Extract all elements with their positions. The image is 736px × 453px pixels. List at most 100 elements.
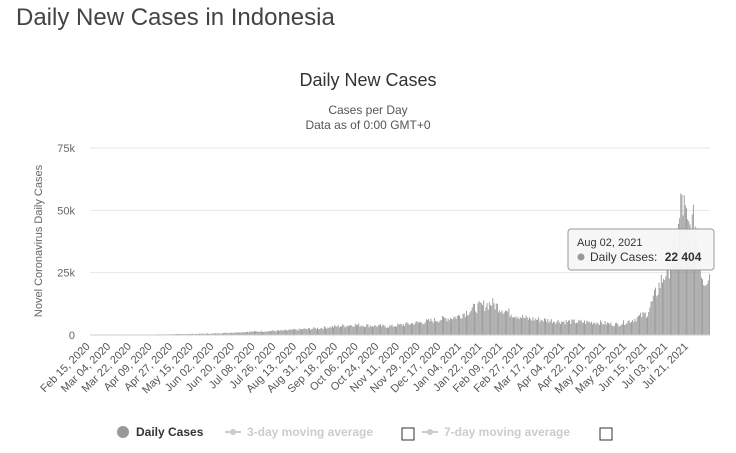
bar[interactable]	[419, 322, 420, 335]
bar[interactable]	[286, 330, 288, 335]
bar[interactable]	[304, 328, 306, 335]
bar[interactable]	[312, 328, 314, 335]
bar[interactable]	[488, 302, 490, 335]
bar[interactable]	[455, 318, 457, 335]
bar[interactable]	[227, 332, 229, 335]
bar[interactable]	[498, 312, 500, 335]
bar[interactable]	[522, 314, 524, 335]
bar[interactable]	[305, 329, 307, 335]
bar[interactable]	[353, 326, 355, 335]
bar[interactable]	[220, 333, 222, 335]
bar[interactable]	[658, 282, 660, 335]
bar[interactable]	[526, 317, 528, 335]
bar[interactable]	[437, 321, 439, 335]
bar[interactable]	[428, 318, 430, 335]
bar[interactable]	[490, 305, 491, 335]
bar[interactable]	[676, 242, 678, 335]
bar[interactable]	[273, 330, 275, 335]
bar[interactable]	[572, 320, 574, 335]
bar[interactable]	[263, 331, 265, 335]
bar[interactable]	[265, 331, 267, 336]
bar[interactable]	[637, 315, 639, 335]
bar[interactable]	[665, 276, 667, 335]
bar[interactable]	[430, 318, 432, 335]
bar[interactable]	[400, 323, 402, 335]
bar[interactable]	[696, 236, 698, 335]
bar[interactable]	[539, 322, 541, 335]
bar[interactable]	[476, 313, 478, 335]
bar[interactable]	[366, 324, 368, 336]
bar[interactable]	[272, 330, 274, 335]
bar[interactable]	[255, 331, 257, 335]
bar[interactable]	[196, 333, 198, 335]
bar[interactable]	[494, 309, 496, 335]
bar[interactable]	[235, 332, 237, 335]
bar[interactable]	[333, 327, 334, 335]
bar[interactable]	[311, 328, 313, 335]
legend-item-7day-average[interactable]: 7-day moving average	[422, 425, 570, 439]
bar[interactable]	[571, 319, 573, 335]
bar[interactable]	[663, 279, 665, 335]
bar[interactable]	[237, 332, 239, 335]
bar[interactable]	[401, 325, 403, 335]
bar[interactable]	[239, 332, 241, 335]
bar[interactable]	[707, 280, 709, 335]
bar[interactable]	[517, 317, 519, 335]
bar[interactable]	[499, 310, 501, 335]
bar[interactable]	[695, 226, 697, 335]
bar[interactable]	[631, 321, 632, 335]
bar[interactable]	[510, 314, 512, 335]
bar[interactable]	[495, 303, 497, 335]
bar[interactable]	[470, 310, 472, 335]
bar[interactable]	[592, 324, 593, 335]
bar[interactable]	[204, 333, 206, 335]
bar[interactable]	[317, 327, 318, 335]
bar[interactable]	[627, 321, 629, 335]
bar[interactable]	[205, 333, 207, 335]
bar[interactable]	[515, 316, 517, 335]
bar[interactable]	[689, 224, 691, 335]
bar[interactable]	[278, 330, 279, 335]
bar[interactable]	[540, 319, 542, 335]
bar[interactable]	[373, 326, 375, 335]
bar[interactable]	[698, 264, 700, 335]
bar[interactable]	[636, 317, 638, 335]
bar[interactable]	[668, 278, 670, 335]
bar[interactable]	[383, 325, 385, 335]
bar[interactable]	[264, 331, 266, 335]
bar[interactable]	[292, 328, 294, 335]
bar[interactable]	[563, 321, 565, 335]
bar[interactable]	[568, 320, 569, 335]
bar[interactable]	[320, 327, 322, 335]
bar[interactable]	[527, 319, 529, 335]
bar[interactable]	[493, 303, 495, 335]
bar[interactable]	[653, 289, 655, 335]
bar[interactable]	[290, 329, 292, 335]
bar[interactable]	[565, 320, 567, 335]
bar[interactable]	[358, 323, 360, 335]
bar[interactable]	[704, 285, 706, 335]
bar[interactable]	[208, 333, 210, 335]
bar[interactable]	[368, 327, 370, 335]
bar[interactable]	[343, 325, 345, 335]
bar[interactable]	[323, 326, 325, 335]
bar[interactable]	[322, 329, 324, 335]
bar[interactable]	[509, 316, 511, 335]
bar[interactable]	[412, 323, 414, 335]
bar[interactable]	[543, 318, 545, 335]
bar[interactable]	[597, 323, 599, 335]
bar[interactable]	[466, 311, 467, 335]
bar[interactable]	[608, 322, 610, 335]
bar[interactable]	[243, 332, 245, 335]
bar[interactable]	[593, 322, 595, 335]
bar[interactable]	[438, 322, 440, 335]
bar[interactable]	[644, 312, 646, 335]
bar[interactable]	[678, 223, 679, 335]
bar[interactable]	[331, 325, 333, 335]
bar[interactable]	[284, 329, 286, 335]
bar[interactable]	[211, 333, 213, 335]
bar[interactable]	[244, 332, 246, 335]
bar[interactable]	[674, 235, 676, 335]
bar[interactable]	[523, 317, 525, 335]
bar[interactable]	[242, 332, 244, 335]
